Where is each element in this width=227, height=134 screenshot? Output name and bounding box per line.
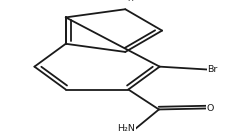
Text: O: O	[206, 104, 213, 113]
Text: Br: Br	[206, 65, 217, 74]
Text: H₂N: H₂N	[117, 124, 135, 133]
Text: H: H	[127, 0, 133, 3]
